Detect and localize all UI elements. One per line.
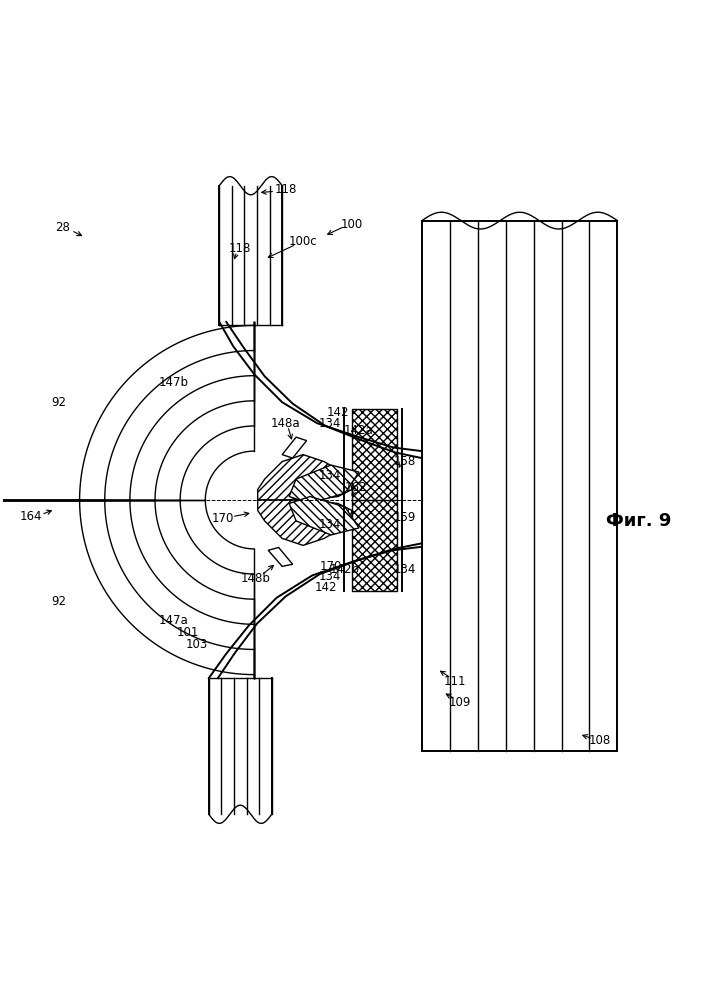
Text: 103: 103 [186,638,208,651]
Polygon shape [289,465,359,503]
Text: 134: 134 [318,469,341,482]
Text: 101: 101 [177,626,199,639]
Text: 134: 134 [394,563,415,576]
Text: 28: 28 [55,221,70,234]
Text: 142: 142 [314,581,337,594]
Text: 108: 108 [589,734,611,747]
Bar [352,409,397,591]
Text: 111: 111 [444,675,467,688]
Text: 118: 118 [275,183,297,196]
Text: 134: 134 [318,417,341,430]
Polygon shape [258,455,352,500]
Text: 134: 134 [318,570,341,583]
Text: 92: 92 [51,595,66,608]
Text: 92: 92 [51,396,66,409]
Polygon shape [258,500,352,545]
Text: 162: 162 [344,481,367,494]
Text: 148a: 148a [271,417,301,430]
Polygon shape [282,437,307,458]
Text: 100c: 100c [289,235,318,248]
Text: 134: 134 [318,518,341,531]
Text: 159: 159 [394,511,415,524]
Text: 118: 118 [229,242,251,255]
Text: 142: 142 [327,406,349,419]
Text: 158: 158 [394,455,415,468]
Text: 142a: 142a [344,424,374,437]
Polygon shape [289,497,359,535]
Text: Фиг. 9: Фиг. 9 [605,512,671,530]
Text: 100: 100 [341,218,363,231]
Text: 142b: 142b [330,563,360,576]
Polygon shape [268,547,293,566]
Text: 148b: 148b [241,572,270,585]
Text: 170: 170 [320,560,342,573]
Text: 170: 170 [212,512,234,525]
Text: 147b: 147b [159,376,189,389]
Text: 109: 109 [449,696,472,709]
Text: 147a: 147a [159,614,189,627]
Text: 164: 164 [20,510,42,523]
